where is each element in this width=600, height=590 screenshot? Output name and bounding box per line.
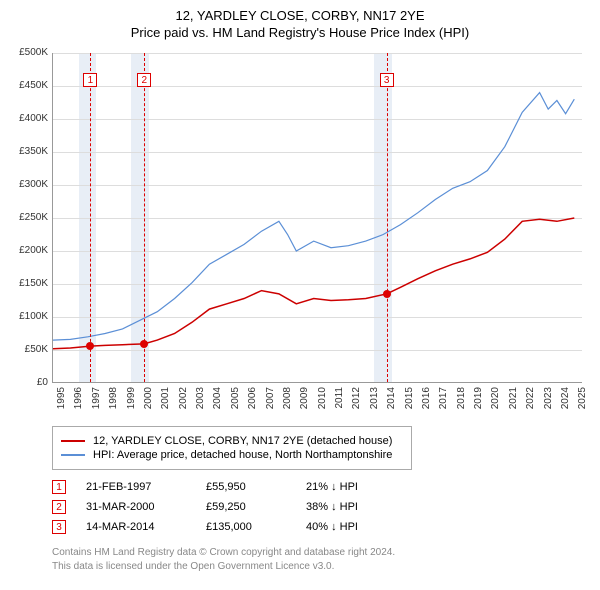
- event-marker: 3: [380, 73, 394, 87]
- y-axis-label: £500K: [10, 47, 48, 58]
- chart-subtitle: Price paid vs. HM Land Registry's House …: [10, 25, 590, 40]
- x-axis-label: 1998: [108, 387, 119, 415]
- transaction-point: [140, 340, 148, 348]
- x-axis-label: 2023: [543, 387, 554, 415]
- transaction-list: 1 21-FEB-1997 £55,950 21% ↓ HPI 2 31-MAR-2000…: [52, 480, 590, 534]
- x-axis-label: 2018: [456, 387, 467, 415]
- x-axis-label: 2001: [160, 387, 171, 415]
- x-axis-label: 2007: [265, 387, 276, 415]
- series-property: [53, 218, 574, 349]
- y-axis-label: £50K: [10, 344, 48, 355]
- legend: 12, YARDLEY CLOSE, CORBY, NN17 2YE (deta…: [52, 426, 412, 470]
- transaction-delta: 38% ↓ HPI: [306, 501, 386, 513]
- transaction-point: [86, 342, 94, 350]
- x-axis-label: 1995: [56, 387, 67, 415]
- event-marker: 1: [83, 73, 97, 87]
- y-axis-label: £400K: [10, 113, 48, 124]
- transaction-date: 21-FEB-1997: [86, 481, 186, 493]
- x-axis-label: 2004: [212, 387, 223, 415]
- x-axis-label: 2011: [334, 387, 345, 415]
- x-axis-label: 2017: [438, 387, 449, 415]
- legend-label: HPI: Average price, detached house, Nort…: [93, 449, 392, 461]
- y-axis-label: £200K: [10, 245, 48, 256]
- transaction-delta: 21% ↓ HPI: [306, 481, 386, 493]
- transaction-price: £135,000: [206, 521, 286, 533]
- plot-area: 1 2 3: [52, 53, 582, 383]
- transaction-number: 2: [52, 500, 66, 514]
- x-axis-label: 2005: [230, 387, 241, 415]
- x-axis-label: 2021: [508, 387, 519, 415]
- x-axis-label: 2002: [178, 387, 189, 415]
- x-axis-label: 1999: [126, 387, 137, 415]
- event-line: [90, 53, 91, 382]
- chart-title: 12, YARDLEY CLOSE, CORBY, NN17 2YE: [10, 8, 590, 23]
- y-axis-label: £350K: [10, 146, 48, 157]
- x-axis-label: 1997: [91, 387, 102, 415]
- y-axis-label: £0: [10, 377, 48, 388]
- x-axis-label: 2009: [299, 387, 310, 415]
- chart-lines: [53, 53, 582, 382]
- transaction-row: 2 31-MAR-2000 £59,250 38% ↓ HPI: [52, 500, 590, 514]
- x-axis-label: 2014: [386, 387, 397, 415]
- x-axis-label: 2025: [577, 387, 588, 415]
- credit-line: This data is licensed under the Open Gov…: [52, 560, 590, 574]
- series-hpi: [53, 93, 574, 341]
- y-axis-label: £450K: [10, 80, 48, 91]
- legend-label: 12, YARDLEY CLOSE, CORBY, NN17 2YE (deta…: [93, 435, 392, 447]
- transaction-date: 31-MAR-2000: [86, 501, 186, 513]
- y-axis-label: £250K: [10, 212, 48, 223]
- event-marker: 2: [137, 73, 151, 87]
- credits: Contains HM Land Registry data © Crown c…: [52, 546, 590, 574]
- transaction-number: 1: [52, 480, 66, 494]
- transaction-number: 3: [52, 520, 66, 534]
- x-axis-label: 2008: [282, 387, 293, 415]
- x-axis-label: 2006: [247, 387, 258, 415]
- transaction-price: £59,250: [206, 501, 286, 513]
- x-axis-label: 2015: [404, 387, 415, 415]
- transaction-price: £55,950: [206, 481, 286, 493]
- x-axis-label: 2024: [560, 387, 571, 415]
- transaction-point: [383, 290, 391, 298]
- event-line: [144, 53, 145, 382]
- x-axis-label: 2010: [317, 387, 328, 415]
- y-axis-label: £300K: [10, 179, 48, 190]
- transaction-date: 14-MAR-2014: [86, 521, 186, 533]
- x-axis-label: 2013: [369, 387, 380, 415]
- credit-line: Contains HM Land Registry data © Crown c…: [52, 546, 590, 560]
- y-axis-label: £100K: [10, 311, 48, 322]
- legend-item: 12, YARDLEY CLOSE, CORBY, NN17 2YE (deta…: [61, 435, 403, 447]
- x-axis-label: 2000: [143, 387, 154, 415]
- x-axis-label: 2012: [351, 387, 362, 415]
- x-axis-label: 2019: [473, 387, 484, 415]
- transaction-delta: 40% ↓ HPI: [306, 521, 386, 533]
- chart: £0 £50K £100K £150K £200K £250K £300K £350K £400…: [10, 48, 590, 418]
- x-axis-label: 2022: [525, 387, 536, 415]
- event-line: [387, 53, 388, 382]
- legend-swatch: [61, 454, 85, 456]
- x-axis-label: 2020: [490, 387, 501, 415]
- x-axis-label: 2016: [421, 387, 432, 415]
- transaction-row: 3 14-MAR-2014 £135,000 40% ↓ HPI: [52, 520, 590, 534]
- y-axis-label: £150K: [10, 278, 48, 289]
- legend-swatch: [61, 440, 85, 442]
- legend-item: HPI: Average price, detached house, Nort…: [61, 449, 403, 461]
- transaction-row: 1 21-FEB-1997 £55,950 21% ↓ HPI: [52, 480, 590, 494]
- x-axis-label: 2003: [195, 387, 206, 415]
- x-axis-label: 1996: [73, 387, 84, 415]
